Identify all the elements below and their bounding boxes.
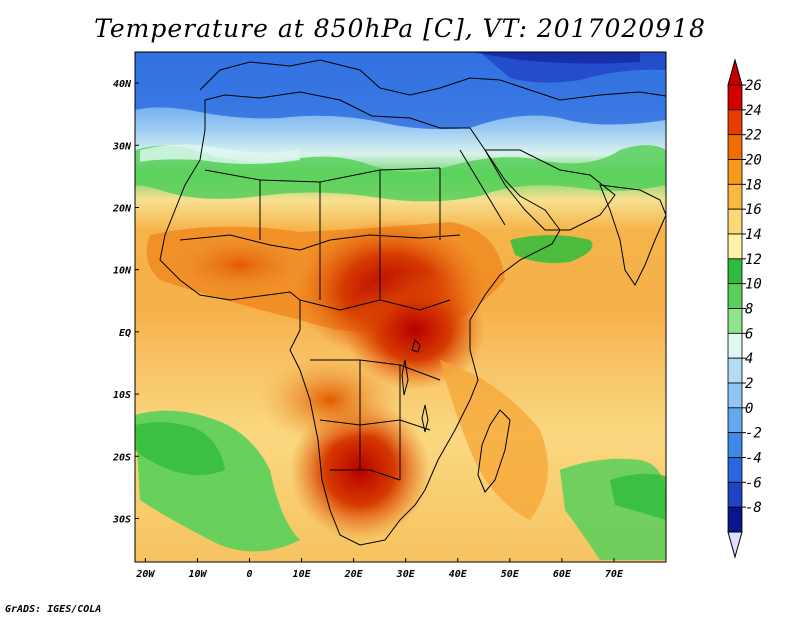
x-tick-label: 70E [605,569,624,580]
x-tick-label: 30E [396,569,416,580]
colorbar-level-label: -8 [745,500,762,516]
y-tick-label: 40N [113,79,132,90]
colorbar-level-label: 2 [745,376,753,392]
colorbar-level-label: 8 [745,302,753,318]
colorbar-level-label: -6 [745,475,762,491]
colorbar-swatch [727,382,743,409]
y-tick-label: 20N [112,203,132,214]
x-tick-label: 60E [553,569,572,580]
grads-credit: GrADS: IGES/COLA [5,604,102,615]
y-tick-label: 10S [113,390,131,401]
colorbar-level-label: -4 [745,451,762,467]
x-tick-label: 10W [188,569,207,580]
colorbar-bottom-arrow [727,531,743,559]
colorbar-level-label: -2 [745,426,762,442]
colorbar-swatch [727,233,743,260]
colorbar-level-label: 24 [745,103,762,119]
colorbar-swatch [727,183,743,210]
coastline-outlines [159,59,666,546]
colorbar-swatch [727,457,743,483]
plot-frame [134,51,667,563]
colorbar-level-label: 0 [745,401,753,417]
x-tick-label: 20E [344,569,364,580]
colorbar-level-label: 12 [745,252,762,268]
x-tick-label: 40E [449,569,468,580]
colorbar-top-arrow [727,58,743,86]
colorbar-swatch [727,208,743,235]
x-tick-label: 50E [501,569,520,580]
temperature-field [135,52,666,562]
x-tick-label: 20W [135,569,155,580]
colorbar-level-label: 16 [745,202,762,218]
colorbar-swatch [727,283,743,309]
colorbar-level-label: 10 [745,277,762,293]
colorbar-level-label: 18 [745,177,762,193]
map-title: Temperature at 850hPa [C], VT: 201702091… [94,14,706,43]
colorbar-swatch [727,332,743,359]
x-axis: 20W 10W 0 10E 20E 30E 40E 50E 60E 70E [135,558,624,580]
colorbar-swatch [727,159,743,185]
colorbar-level-label: 14 [745,227,762,243]
colorbar-swatch [727,134,743,160]
colorbar-swatch [727,506,743,533]
colorbar-swatch [727,357,743,384]
colorbar-level-label: 4 [745,351,753,367]
colorbar-swatch [727,258,743,285]
colorbar-level-label: 6 [745,326,753,342]
y-axis: 40N 30N 20N 10N EQ 10S 20S 30S [112,79,139,525]
y-tick-label: 30N [112,141,132,152]
colorbar-swatch [727,308,743,334]
y-tick-label: 30S [112,514,131,525]
colorbar-swatch [727,407,743,434]
x-tick-label: 0 [247,569,253,580]
colorbar-swatch [727,432,743,458]
y-tick-label: 20S [112,452,131,463]
y-tick-label: 10N [113,266,132,277]
colorbar-swatch [727,84,743,111]
x-tick-label: 10E [293,569,312,580]
colorbar-level-label: 22 [745,128,762,144]
colorbar-level-label: 20 [745,153,762,169]
colorbar-swatch [727,481,743,508]
colorbar-level-label: 26 [745,78,762,94]
colorbar-swatch [727,109,743,136]
y-tick-label: EQ [119,328,131,339]
